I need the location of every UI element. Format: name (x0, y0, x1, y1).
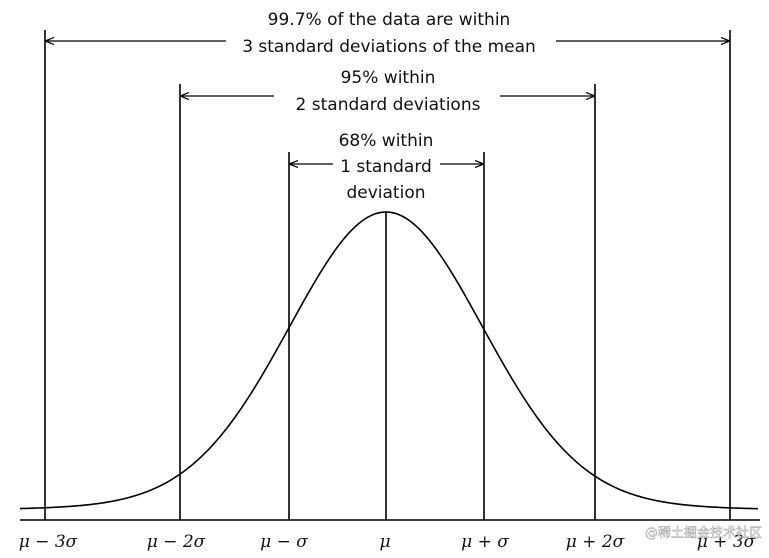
two-sd-text-line2: 2 standard deviations (296, 95, 481, 115)
axis-label-minus1: μ − σ (260, 532, 308, 552)
axis-label-plus1: μ + σ (461, 532, 509, 552)
axis-label-plus2: μ + 2σ (566, 532, 625, 552)
axis-label-minus2: μ − 2σ (147, 532, 206, 552)
axis-label-plus3: μ + 3σ (697, 532, 756, 552)
axis-label-mean: μ (379, 532, 390, 552)
one-sd-text-line2: 1 standard (340, 157, 432, 177)
three-sd-text-line1: 99.7% of the data are within (268, 10, 511, 30)
bell-curve (19, 211, 759, 510)
one-sd-text-line1: 68% within (339, 131, 434, 151)
axis-label-minus3: μ − 3σ (19, 532, 78, 552)
one-sd-text-line3: deviation (346, 183, 425, 203)
two-sd-text-line1: 95% within (341, 68, 436, 88)
watermark-text: @稀土掘金技术社区 (645, 525, 762, 541)
three-sd-text-line2: 3 standard deviations of the mean (242, 37, 536, 57)
